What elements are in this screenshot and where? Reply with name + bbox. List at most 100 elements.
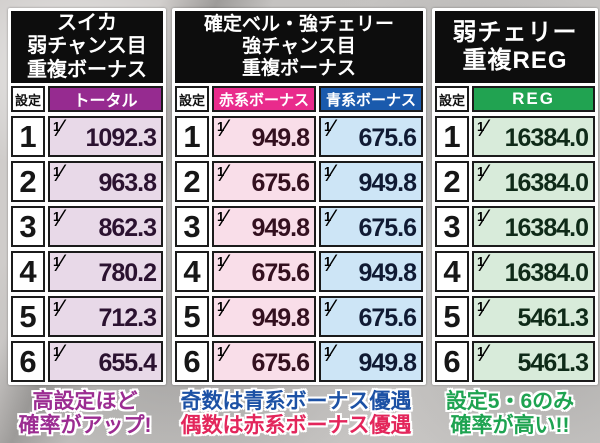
fraction-numerator: 1	[324, 119, 332, 134]
fraction-numerator: 1	[217, 344, 225, 359]
table-title: 確定ベル・強チェリー 強チャンス目 重複ボーナス	[175, 11, 423, 83]
fraction-prefix: 1 ⁄	[477, 115, 488, 142]
probability-cell-blue-bonus: 1 ⁄ 675.6	[319, 206, 423, 247]
setting-number: 3	[175, 206, 209, 247]
probability-denominator: 16384.0	[504, 214, 589, 242]
setting-column-header: 設定	[11, 86, 45, 112]
table-row: 1 1 ⁄ 1092.3	[11, 116, 163, 157]
probability-cell-red-bonus: 1 ⁄ 675.6	[212, 341, 316, 382]
setting-number: 2	[435, 161, 469, 202]
probability-denominator: 675.6	[251, 259, 310, 287]
probability-denominator: 16384.0	[504, 124, 589, 152]
fraction-numerator: 1	[53, 209, 61, 224]
setting-number: 4	[435, 251, 469, 292]
caption-weak-cherry-reg: 設定5・6のみ 確率が高い!!	[420, 390, 600, 438]
fraction-numerator: 1	[324, 164, 332, 179]
probability-cell-blue-bonus: 1 ⁄ 949.8	[319, 251, 423, 292]
fraction-prefix: 1 ⁄	[324, 250, 335, 277]
fraction-prefix: 1 ⁄	[324, 205, 335, 232]
probability-cell-red-bonus: 1 ⁄ 675.6	[212, 251, 316, 292]
probability-denominator: 862.3	[98, 214, 157, 242]
probability-denominator: 675.6	[358, 214, 417, 242]
table-row: 2 1 ⁄ 675.6 1 ⁄ 949.8	[175, 161, 423, 202]
fraction-slash-icon: ⁄	[59, 205, 64, 232]
probability-cell-total: 1 ⁄ 1092.3	[48, 116, 163, 157]
fraction-numerator: 1	[53, 344, 61, 359]
probability-cell-reg: 1 ⁄ 5461.3	[472, 341, 595, 382]
fraction-numerator: 1	[324, 299, 332, 314]
probability-cell-total: 1 ⁄ 862.3	[48, 206, 163, 247]
probability-denominator: 16384.0	[504, 259, 589, 287]
table-title-line: 重複ボーナス	[27, 58, 147, 81]
header-row: 設定 赤系ボーナス 青系ボーナス	[175, 86, 423, 112]
fraction-slash-icon: ⁄	[223, 115, 228, 142]
setting-number: 3	[435, 206, 469, 247]
table-weak-cherry-reg: 弱チェリー 重複REG 設定 REG 1 1 ⁄ 16384.0 2 1 ⁄ 16384.0 3 1 ⁄ 16…	[432, 8, 598, 385]
table-title-line: 強チャンス目	[242, 35, 356, 57]
fraction-numerator: 1	[477, 254, 485, 269]
fraction-slash-icon: ⁄	[223, 160, 228, 187]
fraction-slash-icon: ⁄	[330, 205, 335, 232]
probability-cell-total: 1 ⁄ 780.2	[48, 251, 163, 292]
probability-cell-total: 1 ⁄ 712.3	[48, 296, 163, 337]
setting-number: 6	[11, 341, 45, 382]
fraction-numerator: 1	[324, 209, 332, 224]
column-header-red-bonus: 赤系ボーナス	[212, 86, 316, 112]
table-row: 4 1 ⁄ 16384.0	[435, 251, 595, 292]
fraction-slash-icon: ⁄	[330, 250, 335, 277]
fraction-numerator: 1	[477, 344, 485, 359]
probability-denominator: 1092.3	[85, 124, 157, 152]
caption-suika-weak-chance: 高設定ほど 確率がアップ!	[0, 390, 170, 438]
table-row: 2 1 ⁄ 16384.0	[435, 161, 595, 202]
setting-number: 4	[175, 251, 209, 292]
setting-number: 4	[11, 251, 45, 292]
fraction-slash-icon: ⁄	[223, 205, 228, 232]
fraction-numerator: 1	[217, 209, 225, 224]
probability-denominator: 949.8	[251, 214, 310, 242]
probability-cell-reg: 1 ⁄ 16384.0	[472, 161, 595, 202]
fraction-numerator: 1	[477, 119, 485, 134]
probability-denominator: 949.8	[251, 124, 310, 152]
fraction-prefix: 1 ⁄	[53, 162, 63, 186]
fraction-numerator: 1	[217, 254, 225, 269]
fraction-prefix: 1 ⁄	[477, 297, 487, 321]
fraction-numerator: 1	[53, 254, 61, 269]
caption-line: 設定5・6のみ	[445, 390, 575, 413]
fraction-slash-icon: ⁄	[330, 115, 335, 142]
probability-denominator: 675.6	[358, 124, 417, 152]
probability-cell-blue-bonus: 1 ⁄ 675.6	[319, 296, 423, 337]
fraction-slash-icon: ⁄	[59, 295, 64, 322]
fraction-slash-icon: ⁄	[483, 115, 488, 142]
fraction-slash-icon: ⁄	[330, 340, 335, 367]
table-row: 5 1 ⁄ 5461.3	[435, 296, 595, 337]
fraction-numerator: 1	[324, 344, 332, 359]
column-header-total: トータル	[48, 86, 163, 112]
fraction-slash-icon: ⁄	[59, 340, 64, 367]
caption-line: 高設定ほど	[32, 390, 138, 413]
setting-number: 1	[11, 116, 45, 157]
probability-denominator: 5461.3	[517, 349, 589, 377]
probability-cell-red-bonus: 1 ⁄ 675.6	[212, 161, 316, 202]
table-row: 6 1 ⁄ 675.6 1 ⁄ 949.8	[175, 341, 423, 382]
fraction-numerator: 1	[324, 254, 332, 269]
fraction-prefix: 1 ⁄	[217, 252, 227, 276]
table-title-line: スイカ	[57, 11, 117, 34]
table-title: 弱チェリー 重複REG	[435, 11, 595, 83]
fraction-numerator: 1	[477, 299, 485, 314]
table-row: 3 1 ⁄ 16384.0	[435, 206, 595, 247]
fraction-prefix: 1 ⁄	[477, 162, 487, 186]
table-row: 3 1 ⁄ 949.8 1 ⁄ 675.6	[175, 206, 423, 247]
caption-line: 奇数は青系ボーナス優遇	[180, 390, 412, 413]
fraction-prefix: 1 ⁄	[217, 297, 227, 321]
fraction-numerator: 1	[477, 164, 485, 179]
fraction-slash-icon: ⁄	[330, 295, 335, 322]
table-kakutei-bell-strong-cherry: 確定ベル・強チェリー 強チャンス目 重複ボーナス 設定 赤系ボーナス 青系ボーナス 1 1 ⁄ 9…	[172, 8, 426, 385]
fraction-prefix: 1 ⁄	[324, 340, 335, 367]
table-row: 4 1 ⁄ 675.6 1 ⁄ 949.8	[175, 251, 423, 292]
probability-cell-reg: 1 ⁄ 5461.3	[472, 296, 595, 337]
probability-denominator: 675.6	[358, 304, 417, 332]
setting-number: 6	[435, 341, 469, 382]
probability-denominator: 949.8	[358, 169, 417, 197]
probability-cell-reg: 1 ⁄ 16384.0	[472, 206, 595, 247]
fraction-prefix: 1 ⁄	[53, 340, 64, 367]
